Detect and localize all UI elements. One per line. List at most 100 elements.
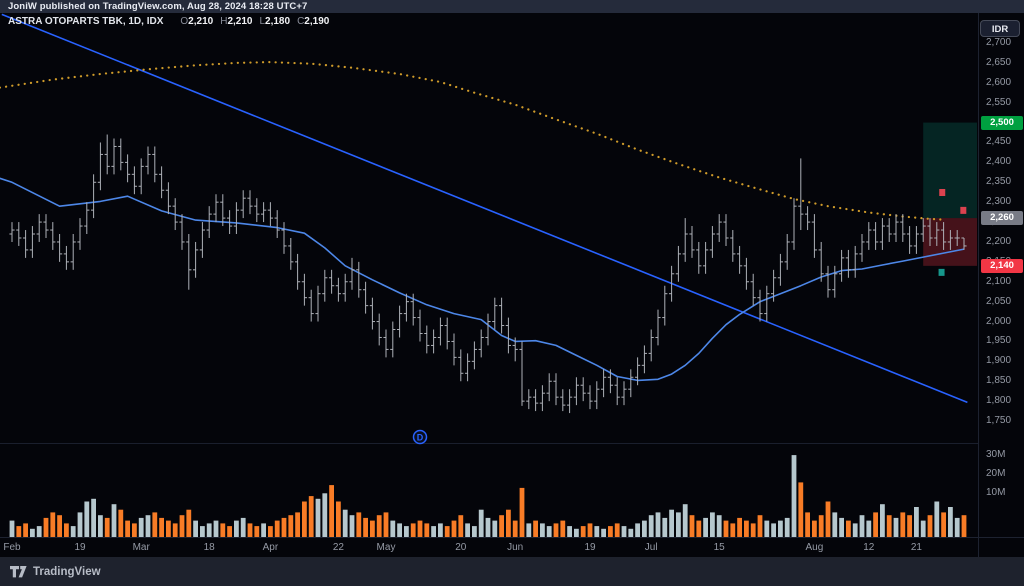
volume-bar — [941, 512, 946, 537]
tradingview-logo-icon[interactable] — [9, 565, 28, 579]
volume-bar — [750, 523, 756, 537]
ohlc-bar — [247, 190, 253, 215]
volume-bar — [492, 520, 498, 537]
volume-bar — [723, 520, 729, 537]
volume-bar — [859, 515, 865, 537]
volume-bar — [43, 517, 49, 537]
volume-bar — [308, 496, 314, 537]
target-price-label[interactable]: 2,500 — [981, 115, 1023, 130]
ohlc-bar — [825, 265, 831, 298]
volume-bar — [540, 523, 545, 537]
position-tool-profit-box[interactable] — [923, 122, 977, 219]
volume-bar — [934, 501, 940, 537]
symbol-title[interactable]: ASTRA OTOPARTS TBK, 1D, IDX — [8, 16, 164, 27]
ohlc-bar — [431, 329, 437, 354]
volume-bar — [390, 520, 396, 537]
ohlc-bars-series — [9, 134, 967, 414]
volume-bar — [485, 517, 491, 537]
price-tick-label: 2,450 — [986, 136, 1012, 148]
volume-bar — [948, 507, 953, 537]
volume-bar — [342, 509, 348, 537]
symbol-info-bar[interactable]: ASTRA OTOPARTS TBK, 1D, IDX O2,210 H2,210 L… — [8, 15, 329, 29]
ohlc-bar — [845, 249, 851, 278]
volume-bar — [846, 520, 851, 537]
entry-price-label[interactable]: 2,260 — [981, 211, 1023, 226]
ohlc-bar — [893, 214, 899, 242]
currency-button[interactable]: IDR — [980, 20, 1020, 37]
ohlc-bar — [451, 333, 457, 366]
volume-bar — [50, 512, 56, 537]
time-tick-label: Aug — [805, 542, 824, 553]
volume-bar — [621, 526, 627, 537]
ohlc-bar — [682, 218, 688, 262]
descending-trendline[interactable] — [1, 13, 968, 404]
volume-bar — [499, 515, 504, 537]
volume-bar — [669, 509, 674, 537]
ohlc-bar — [29, 226, 35, 258]
volume-bar — [893, 517, 899, 537]
stop-price-label[interactable]: 2,140 — [981, 258, 1023, 273]
ohlc-bar — [50, 222, 56, 250]
ohlc-bar — [295, 253, 301, 290]
volume-bar — [295, 512, 300, 537]
volume-bar — [553, 523, 559, 537]
ohlc-bar — [669, 265, 675, 302]
ohlc-bar — [512, 337, 518, 362]
ohlc-bar — [390, 321, 396, 358]
volume-bar — [84, 501, 90, 537]
ohlc-bar — [594, 381, 600, 410]
volume-bar — [132, 523, 137, 537]
volume-bar — [193, 520, 198, 537]
up-arrow-marker-icon[interactable] — [934, 268, 949, 276]
ohlc-bar — [172, 198, 178, 231]
time-tick-label: Apr — [262, 542, 279, 553]
ohlc-bar — [118, 138, 124, 171]
chart-canvas[interactable]: D — [0, 13, 978, 537]
ohlc-bar — [213, 194, 219, 223]
volume-bar — [70, 526, 76, 537]
volume-bar — [805, 512, 810, 537]
ohlc-bar — [159, 166, 165, 199]
ohlc-bar — [322, 269, 328, 302]
volume-bar — [852, 523, 858, 537]
ohlc-bar — [288, 237, 294, 270]
ohlc-bar — [560, 389, 566, 412]
volume-bar — [383, 512, 389, 537]
tradingview-brand-link[interactable]: TradingView — [33, 565, 101, 578]
ohlc-field-letter: C — [297, 16, 305, 27]
volume-bar — [778, 520, 783, 537]
ohlc-bar — [9, 222, 15, 242]
volume-bar — [118, 509, 124, 537]
time-tick-label: 19 — [74, 542, 86, 553]
ohlc-bar — [927, 218, 933, 246]
dividend-marker-icon[interactable] — [412, 429, 428, 445]
ohlc-bar — [376, 313, 382, 346]
volume-bar — [200, 526, 205, 537]
ohlc-bar — [145, 146, 151, 175]
ohlc-bar — [805, 206, 811, 231]
time-axis[interactable]: Feb 19 Mar 18 Apr 22 May 20 Jun 19 Jul 15 Aug 12 21 — [0, 537, 978, 557]
volume-bar — [23, 523, 28, 537]
ohlc-field-letter: O — [180, 16, 189, 27]
price-axis[interactable]: 2,700 2,650 2,600 2,550 2,500 2,450 2,400 2,350… — [978, 13, 1024, 537]
ohlc-bar — [23, 230, 29, 258]
price-tick-label: 2,300 — [986, 196, 1012, 208]
time-tick-label: 18 — [203, 542, 215, 553]
ohlc-field-value: 2,180 — [265, 16, 291, 27]
down-arrow-marker-icon[interactable] — [935, 188, 950, 196]
volume-bar — [268, 526, 273, 537]
volume-bar — [567, 526, 572, 537]
volume-bar — [784, 517, 790, 537]
down-arrow-marker-icon[interactable] — [956, 206, 971, 214]
ohlc-bar — [424, 325, 430, 354]
ohlc-bar — [356, 261, 362, 298]
ohlc-bar — [811, 214, 817, 258]
volume-bar — [580, 526, 586, 537]
price-tick-label: 1,750 — [986, 415, 1012, 427]
chart-plot-area[interactable]: D — [0, 13, 978, 537]
price-tick-label: 2,700 — [986, 37, 1012, 48]
ohlc-bar — [16, 222, 22, 246]
ohlc-field-letter: L — [259, 16, 266, 27]
ohlc-bar — [737, 245, 743, 274]
